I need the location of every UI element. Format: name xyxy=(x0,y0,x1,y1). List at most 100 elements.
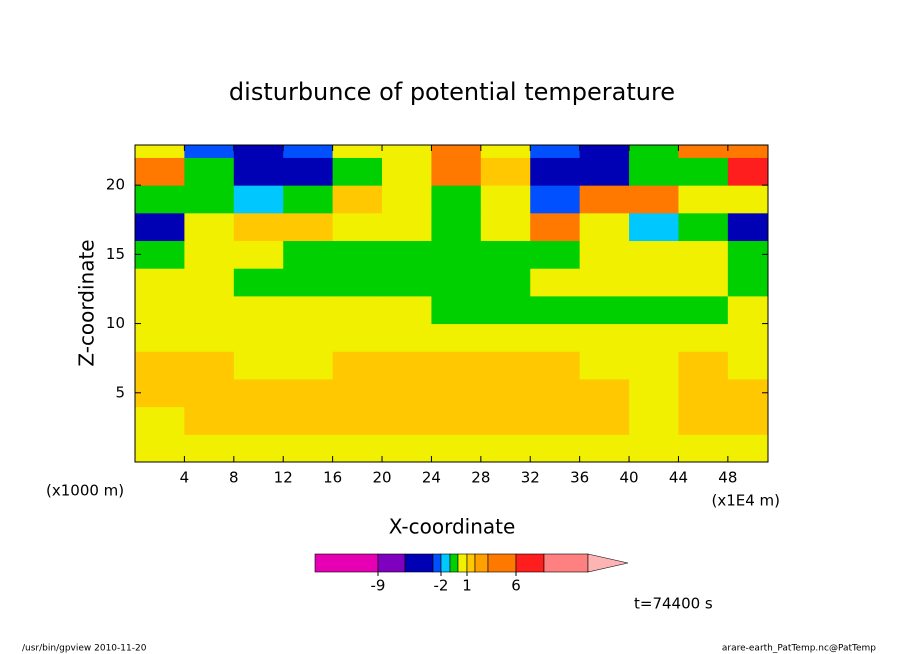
field xyxy=(135,145,769,463)
field-cell xyxy=(480,185,531,214)
colorbar-box xyxy=(474,553,489,573)
x-tick-label: 32 xyxy=(521,469,540,487)
field-cell xyxy=(184,351,235,380)
colorbar-box xyxy=(466,553,476,573)
field-cell xyxy=(332,323,383,352)
x-tick-label: 16 xyxy=(323,469,342,487)
field-cell xyxy=(480,268,531,297)
x-tick-label: 20 xyxy=(372,469,391,487)
field-cell xyxy=(332,145,383,158)
field-cell xyxy=(480,351,531,380)
field-cell xyxy=(727,323,769,352)
field-cell xyxy=(382,434,432,463)
field-cell xyxy=(530,157,581,186)
field-cell xyxy=(283,145,334,158)
field-cell xyxy=(233,268,284,297)
x-axis-label: X-coordinate xyxy=(389,515,516,539)
field-cell xyxy=(530,434,581,463)
footer: arare-earth_PatTemp.nc@PatTemp xyxy=(722,644,876,654)
x-tick-label: 28 xyxy=(471,469,490,487)
field-cell xyxy=(233,157,284,186)
y-tick-label: 15 xyxy=(106,245,125,263)
field-cell xyxy=(382,351,432,380)
x-tick-label: 24 xyxy=(422,469,441,487)
colorbar-tick-label: -9 xyxy=(371,577,386,595)
x-unit-label: (x1E4 m) xyxy=(711,492,780,510)
y-axis-label: Z-coordinate xyxy=(75,239,99,366)
field-cell xyxy=(530,295,581,325)
y-tick-label: 10 xyxy=(106,314,125,332)
field-cell xyxy=(332,157,383,186)
field-cell xyxy=(283,157,334,186)
field-cell xyxy=(283,240,334,269)
field-cell xyxy=(480,212,531,242)
time-label: t=74400 s xyxy=(634,595,713,613)
field-cell xyxy=(184,268,235,297)
field-cell xyxy=(184,295,235,325)
field-cell xyxy=(233,212,284,242)
field-cell xyxy=(629,212,679,242)
field-cell xyxy=(332,240,383,269)
colorbar-box xyxy=(515,553,545,573)
field-cell xyxy=(579,434,630,463)
field-cell xyxy=(382,185,432,214)
field-cell xyxy=(579,378,630,408)
field-cell xyxy=(727,434,769,463)
field-cell xyxy=(678,406,729,435)
field-cell xyxy=(530,351,581,380)
colorbar-box xyxy=(457,553,468,573)
field-cell xyxy=(480,323,531,352)
field-cell xyxy=(332,212,383,242)
field-cell xyxy=(233,351,284,380)
colorbar-box xyxy=(487,553,517,573)
field-cell xyxy=(283,406,334,435)
field-cell xyxy=(678,185,729,214)
field-cell xyxy=(480,378,531,408)
field-cell xyxy=(382,268,432,297)
field-cell xyxy=(184,378,235,408)
field-cell xyxy=(135,378,185,408)
field-cell xyxy=(678,157,729,186)
field-cell xyxy=(727,295,769,325)
field-cell xyxy=(184,323,235,352)
field-cell xyxy=(135,145,185,158)
field-cell xyxy=(184,157,235,186)
field-cell xyxy=(579,145,630,158)
field-cell xyxy=(135,268,185,297)
field-cell xyxy=(579,323,630,352)
field-cell xyxy=(678,212,729,242)
field-cell xyxy=(678,295,729,325)
field-cell xyxy=(332,268,383,297)
field-cell xyxy=(727,378,769,408)
field-cell xyxy=(579,295,630,325)
field-cell xyxy=(135,406,185,435)
field-cell xyxy=(135,295,185,325)
field-cell xyxy=(678,268,729,297)
field-cell xyxy=(332,406,383,435)
field-cell xyxy=(184,145,235,158)
field-cell xyxy=(629,240,679,269)
field-cell xyxy=(283,185,334,214)
field-cell xyxy=(530,212,581,242)
field-cell xyxy=(382,157,432,186)
field-cell xyxy=(135,434,185,463)
field-cell xyxy=(530,378,581,408)
field-cell xyxy=(579,212,630,242)
x-tick-label: 48 xyxy=(718,469,737,487)
field-cell xyxy=(382,240,432,269)
field-cell xyxy=(530,185,581,214)
x-tick-label: 36 xyxy=(570,469,589,487)
field-cell xyxy=(431,185,482,214)
field-cell xyxy=(629,378,679,408)
field-cell xyxy=(530,145,581,158)
y-tick-label: 20 xyxy=(106,176,125,194)
field-cell xyxy=(283,351,334,380)
field-cell xyxy=(579,268,630,297)
field-cell xyxy=(382,212,432,242)
colorbar-tick-label: 1 xyxy=(462,577,472,595)
field-cell xyxy=(579,406,630,435)
field-cell xyxy=(530,406,581,435)
field-cell xyxy=(431,406,482,435)
x-tick-label: 8 xyxy=(229,469,239,487)
